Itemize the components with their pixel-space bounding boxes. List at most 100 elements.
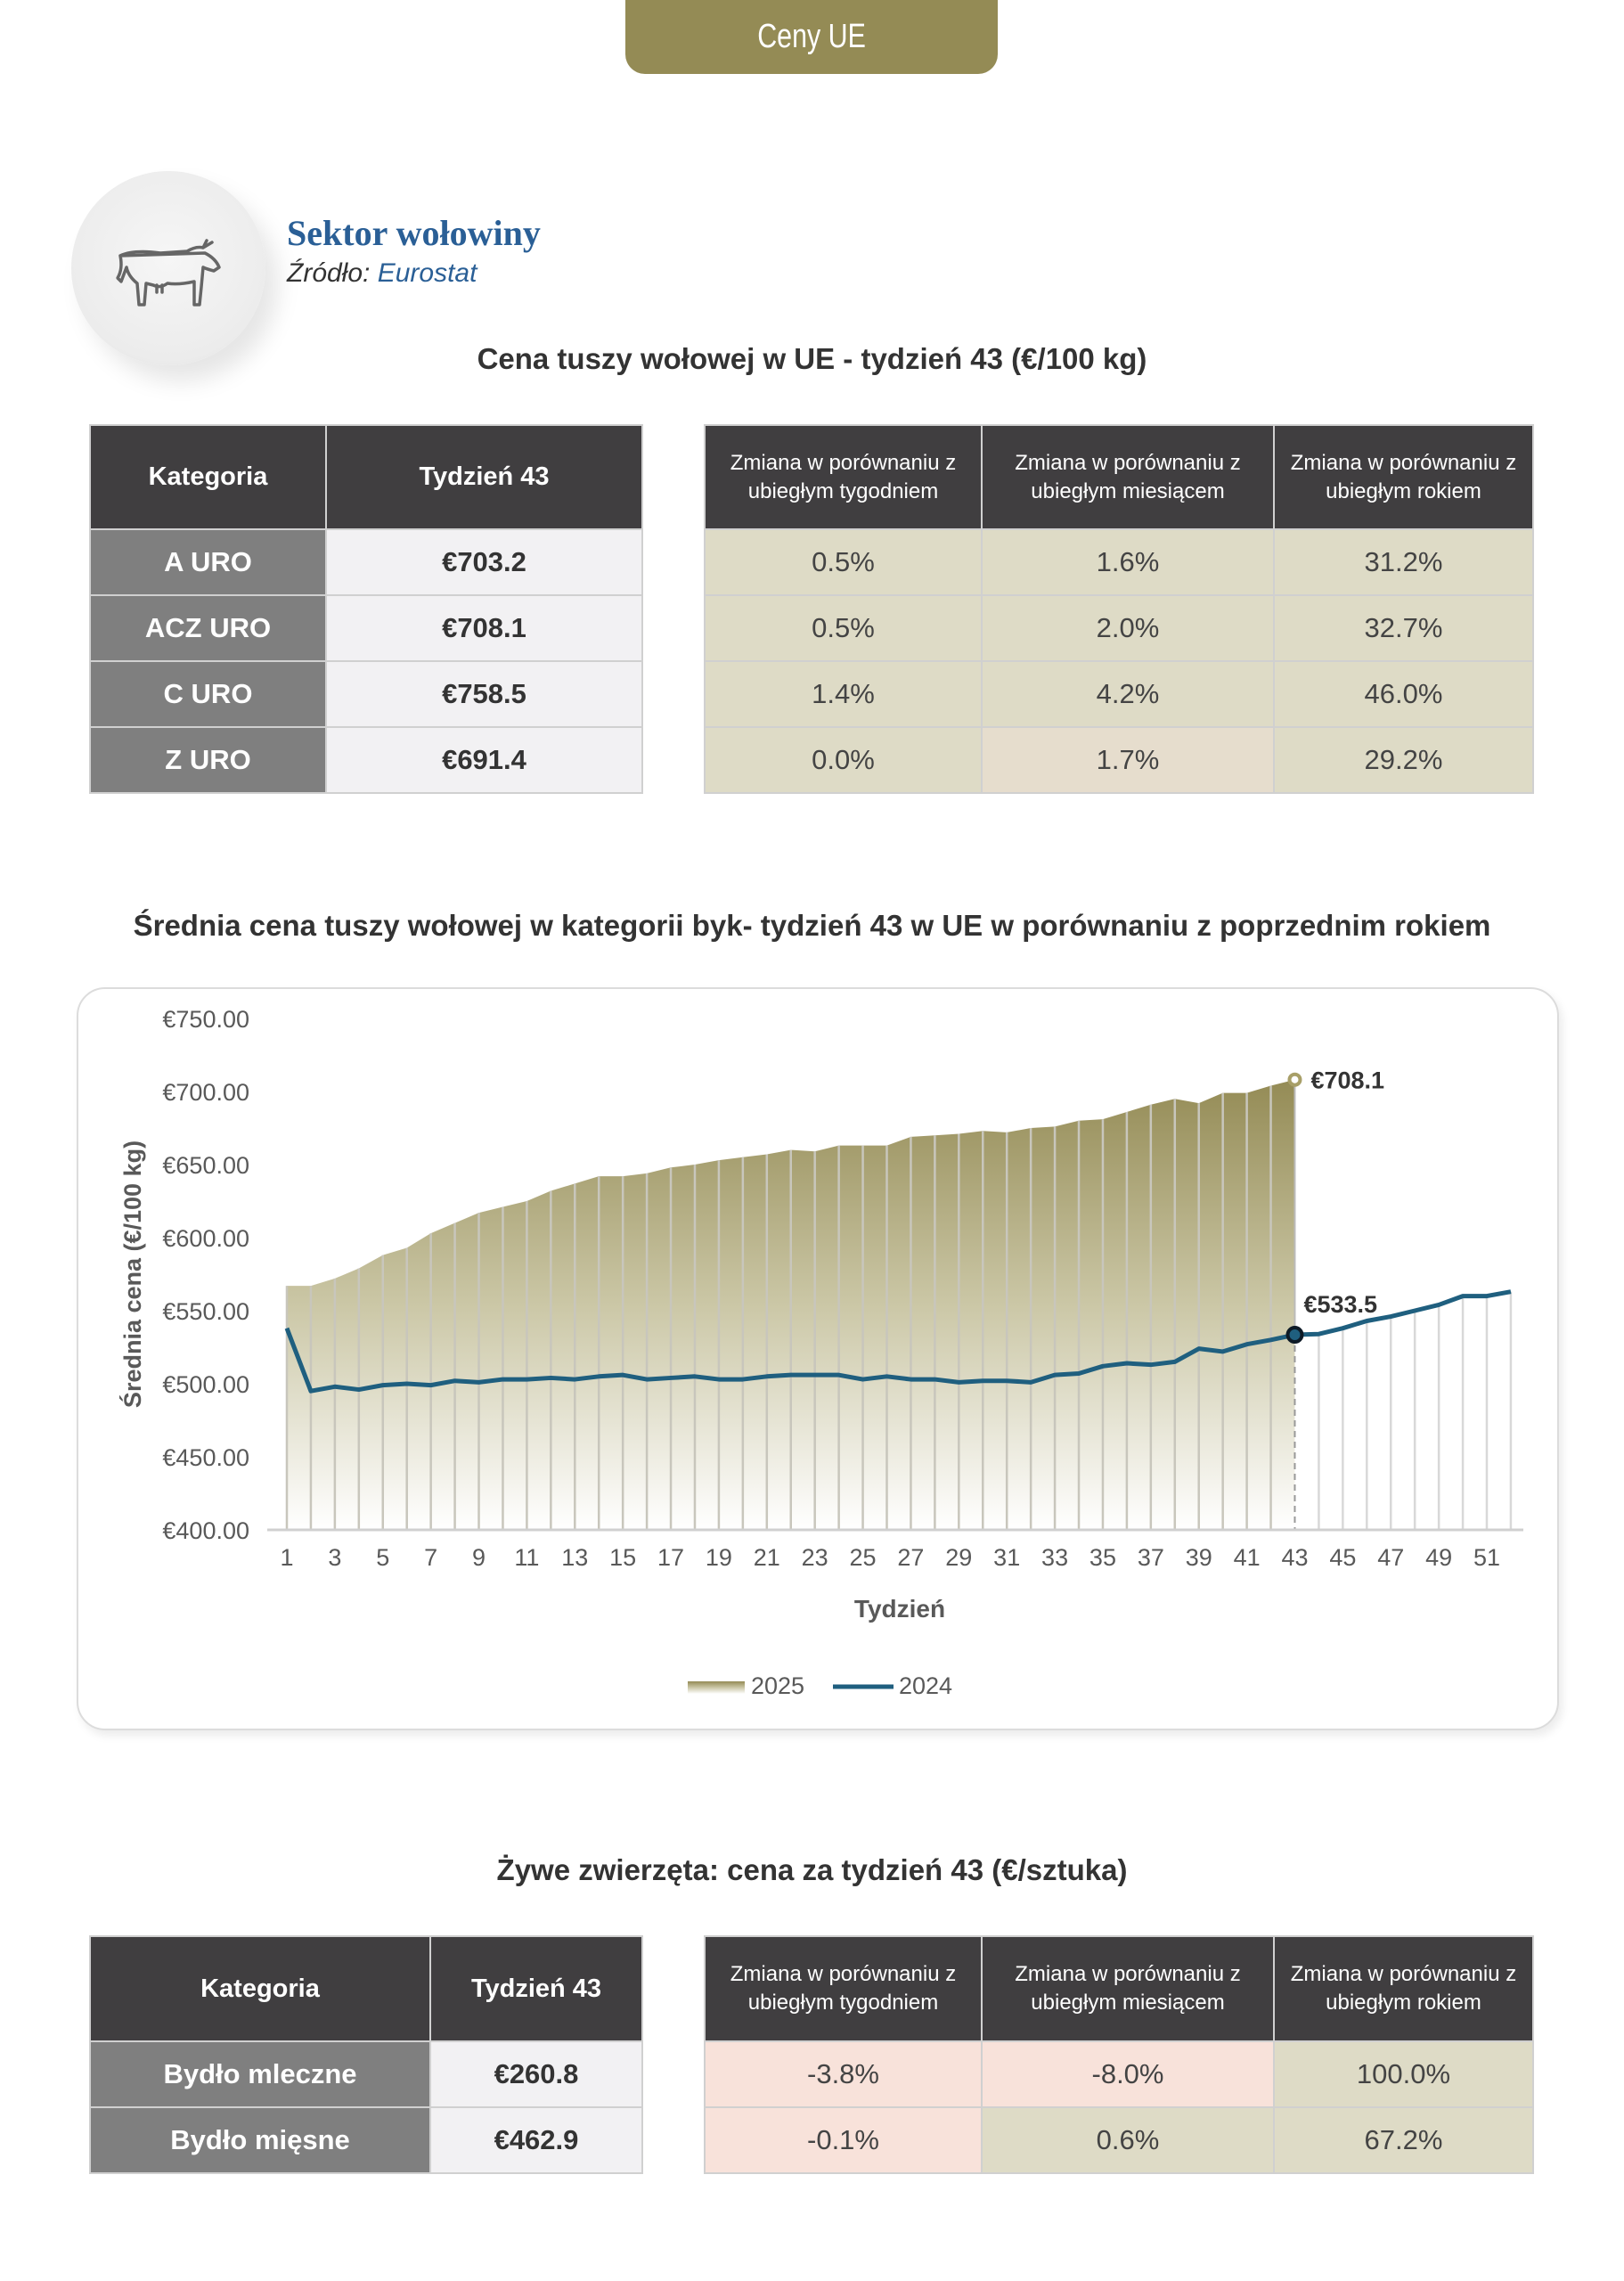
source-line: Źródło: Eurostat (287, 258, 477, 289)
table-row: -3.8% -8.0% 100.0% (704, 2040, 1534, 2108)
x-tick-label: 25 (850, 1544, 877, 1571)
price-cell: €691.4 (325, 726, 643, 794)
table-row: 1.4% 4.2% 46.0% (704, 660, 1534, 728)
week-change-cell: -3.8% (704, 2040, 983, 2108)
table-row: 0.5% 2.0% 32.7% (704, 594, 1534, 662)
category-cell: ACZ URO (89, 594, 327, 662)
x-tick-label: 9 (472, 1544, 486, 1571)
table-row: -0.1% 0.6% 67.2% (704, 2106, 1534, 2174)
source-label: Źródło: (287, 258, 371, 288)
month-change-cell: 4.2% (981, 660, 1275, 728)
y-tick-label: €650.00 (162, 1152, 249, 1179)
year-change-cell: 29.2% (1273, 726, 1534, 794)
x-axis-label: Tydzień (854, 1595, 945, 1623)
x-tick-label: 41 (1234, 1544, 1261, 1571)
header-week-change: Zmiana w porównaniu z ubiegłym tygodniem (704, 1935, 983, 2042)
x-tick-label: 49 (1425, 1544, 1452, 1571)
sector-title: Sektor wołowiny (287, 213, 541, 253)
y-tick-label: €450.00 (162, 1444, 249, 1471)
category-cell: Bydło mięsne (89, 2106, 431, 2174)
x-tick-label: 45 (1329, 1544, 1356, 1571)
x-tick-label: 31 (993, 1544, 1020, 1571)
sector-icon-badge (71, 171, 265, 365)
year-change-cell: 100.0% (1273, 2040, 1534, 2108)
month-change-cell: 1.7% (981, 726, 1275, 794)
y-tick-label: €600.00 (162, 1225, 249, 1252)
x-tick-label: 13 (561, 1544, 588, 1571)
price-chart: €400.00 €450.00 €500.00 €550.00 €600.00 €650.… (118, 1006, 1523, 1699)
marker-2025-week43 (1287, 1072, 1302, 1087)
month-change-cell: 2.0% (981, 594, 1275, 662)
x-tick-label: 35 (1089, 1544, 1116, 1571)
category-cell: Bydło mleczne (89, 2040, 431, 2108)
x-tick-label: 7 (424, 1544, 437, 1571)
year-change-cell: 46.0% (1273, 660, 1534, 728)
price-cell: €703.2 (325, 528, 643, 596)
section-tab: Ceny UE (625, 0, 998, 74)
year-change-cell: 31.2% (1273, 528, 1534, 596)
chart-title: Średnia cena tuszy wołowej w kategorii b… (133, 909, 1491, 942)
x-tick-label: 29 (945, 1544, 972, 1571)
header-category: Kategoria (89, 1935, 431, 2042)
table-row: 0.5% 1.6% 31.2% (704, 528, 1534, 596)
x-tick-label: 23 (802, 1544, 828, 1571)
carcass-table-title: Cena tuszy wołowej w UE - tydzień 43 (€/… (477, 342, 1147, 375)
table-row: Z URO €691.4 (89, 726, 643, 794)
y-tick-label: €500.00 (162, 1371, 249, 1398)
month-change-cell: 1.6% (981, 528, 1275, 596)
header-year-change: Zmiana w porównaniu z ubiegłym rokiem (1273, 1935, 1534, 2042)
week-change-cell: -0.1% (704, 2106, 983, 2174)
table-row: ACZ URO €708.1 (89, 594, 643, 662)
table-row: Bydło mleczne €260.8 (89, 2040, 643, 2108)
data-label-2024-week43: €533.5 (1303, 1291, 1377, 1318)
x-tick-label: 33 (1041, 1544, 1068, 1571)
week-change-cell: 0.5% (704, 528, 983, 596)
line-series-2024 (284, 1289, 1512, 1394)
y-tick-label: €750.00 (162, 1006, 249, 1033)
x-tick-label: 15 (609, 1544, 636, 1571)
y-tick-label: €700.00 (162, 1079, 249, 1106)
table-row: 0.0% 1.7% 29.2% (704, 726, 1534, 794)
header-month-change: Zmiana w porównaniu z ubiegłym miesiącem (981, 1935, 1275, 2042)
price-cell: €708.1 (325, 594, 643, 662)
x-tick-label: 19 (706, 1544, 732, 1571)
y-tick-label: €550.00 (162, 1298, 249, 1325)
year-change-cell: 32.7% (1273, 594, 1534, 662)
price-cell: €260.8 (429, 2040, 643, 2108)
y-axis-label: Średnia cena (€/100 kg) (118, 1140, 146, 1408)
x-tick-label: 37 (1138, 1544, 1164, 1571)
price-cell: €462.9 (429, 2106, 643, 2174)
header-week: Tydzień 43 (429, 1935, 643, 2042)
carcass-price-table: Kategoria Tydzień 43 A URO €703.2 ACZ URO €… (89, 424, 643, 794)
week-change-cell: 0.5% (704, 594, 983, 662)
legend: 2025 2024 (688, 1672, 952, 1699)
x-tick-label: 5 (376, 1544, 389, 1571)
year-change-cell: 67.2% (1273, 2106, 1534, 2174)
header-category: Kategoria (89, 424, 327, 530)
month-change-cell: -8.0% (981, 2040, 1275, 2108)
week-change-cell: 1.4% (704, 660, 983, 728)
header-week-change: Zmiana w porównaniu z ubiegłym tygodniem (704, 424, 983, 530)
data-label-2025-week43: €708.1 (1310, 1067, 1384, 1094)
x-tick-label: 11 (514, 1544, 539, 1571)
carcass-change-table: Zmiana w porównaniu z ubiegłym tygodniem… (704, 424, 1534, 794)
x-tick-label: 3 (328, 1544, 341, 1571)
live-change-table: Zmiana w porównaniu z ubiegłym tygodniem… (704, 1935, 1534, 2174)
x-tick-label: 27 (897, 1544, 924, 1571)
week-change-cell: 0.0% (704, 726, 983, 794)
x-tick-label: 21 (754, 1544, 780, 1571)
month-change-cell: 0.6% (981, 2106, 1275, 2174)
header-week: Tydzień 43 (325, 424, 643, 530)
table-row: C URO €758.5 (89, 660, 643, 728)
marker-2024-week43 (1285, 1326, 1304, 1345)
y-tick-label: €400.00 (162, 1517, 249, 1544)
x-tick-label: 47 (1377, 1544, 1404, 1571)
x-tick-label: 17 (657, 1544, 684, 1571)
header-month-change: Zmiana w porównaniu z ubiegłym miesiącem (981, 424, 1275, 530)
legend-label-2025: 2025 (751, 1672, 804, 1699)
cow-icon (116, 239, 221, 307)
source-name: Eurostat (377, 258, 477, 288)
table-row: A URO €703.2 (89, 528, 643, 596)
price-cell: €758.5 (325, 660, 643, 728)
x-tick-label: 1 (280, 1544, 293, 1571)
